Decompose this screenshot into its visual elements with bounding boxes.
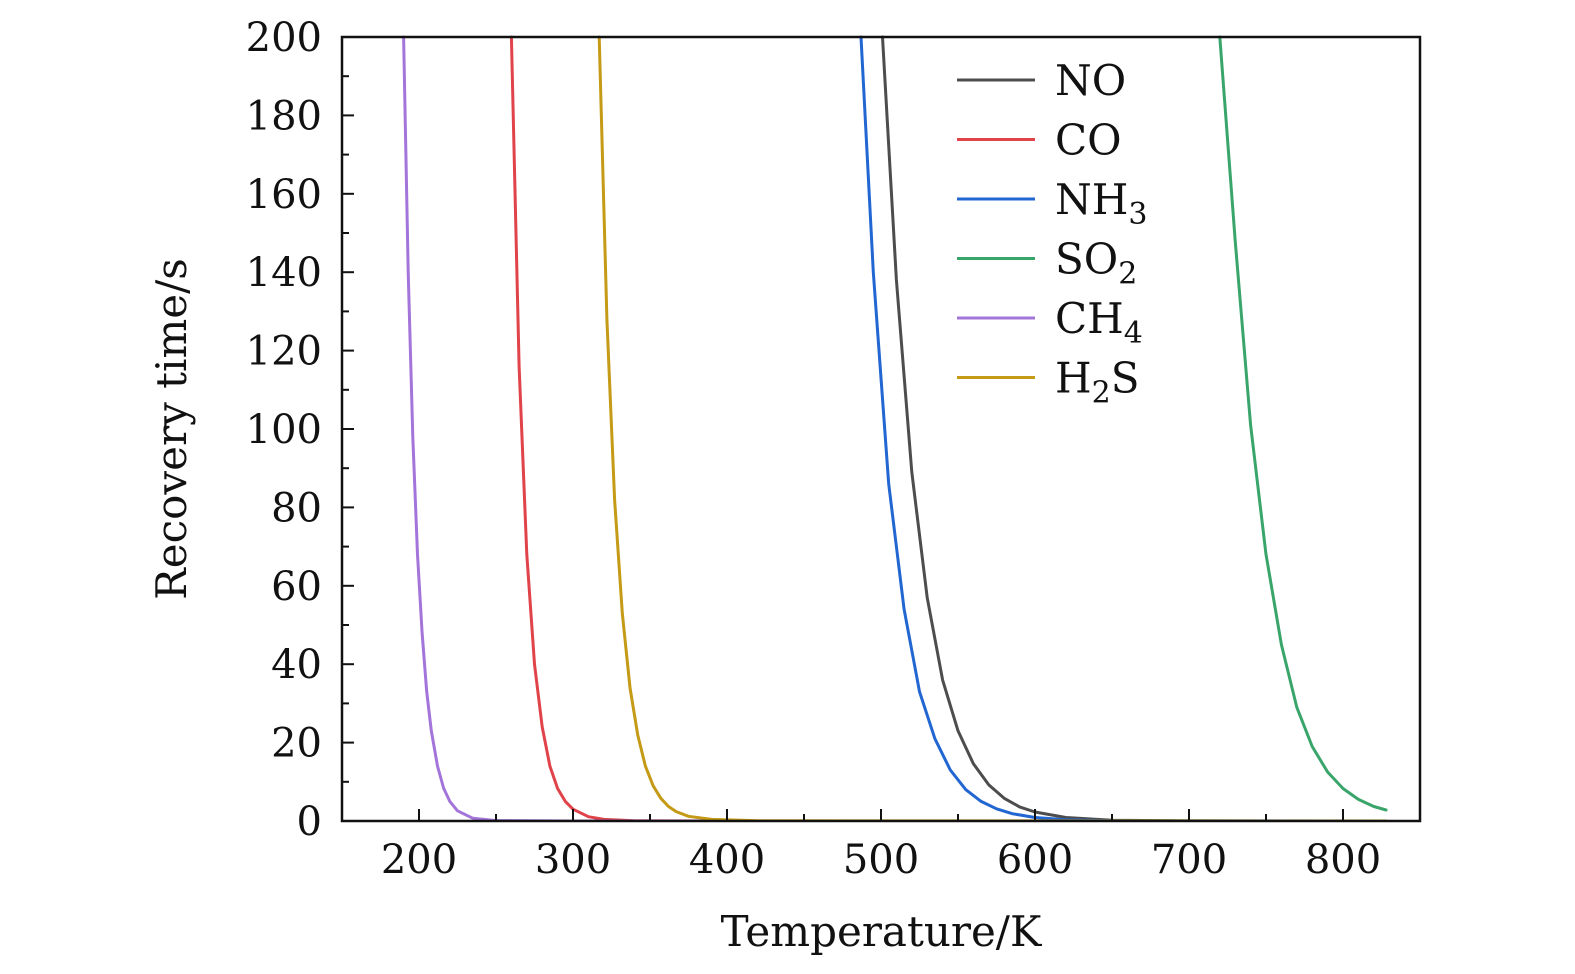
legend-label-main: CO [1055,116,1122,165]
plot-frame [340,35,1422,823]
legend-label-main: H [1055,354,1092,403]
y-tick-label-140: 140 [246,250,322,296]
legend-label-subscript: 4 [1124,316,1143,351]
series-line-h2s [597,35,1388,821]
x-tick-label-200: 200 [381,837,457,883]
legend-label-main: SO [1055,235,1118,284]
legend-label-tail: S [1111,354,1140,403]
legend-label-ch4: CH4 [1055,294,1143,351]
x-tick-label-600: 600 [997,837,1073,883]
x-tick-label-500: 500 [843,837,919,883]
legend-label-subscript: 2 [1092,376,1111,411]
y-tick-label-180: 180 [246,93,322,139]
legend-label-subscript: 2 [1118,257,1137,292]
x-axis-title: Temperature/K [721,907,1043,956]
legend-label-no: NO [1055,56,1126,105]
series-layer [402,35,1388,821]
series-line-so2 [1218,35,1388,812]
y-tick-label-200: 200 [246,15,322,61]
legend-label-h2s: H2S [1055,354,1140,411]
x-tick-label-400: 400 [689,837,765,883]
x-tick-label-800: 800 [1305,837,1381,883]
y-tick-label-0: 0 [297,799,322,845]
y-tick-label-80: 80 [271,485,322,531]
legend-label-main: NO [1055,56,1126,105]
y-tick-label-160: 160 [246,172,322,218]
axes-layer: 200 300 400 500 600 700 800 0 20 40 60 80 100 120 140 1… [246,15,1422,883]
legend-label-subscript: 3 [1128,197,1147,232]
legend-label-main: NH [1055,175,1128,224]
legend-label-so2: SO2 [1055,235,1137,292]
legend-label-nh3: NH3 [1055,175,1147,232]
series-line-ch4 [402,35,1388,821]
y-tick-label-100: 100 [246,407,322,453]
y-tick-label-20: 20 [271,721,322,767]
y-tick-label-60: 60 [271,564,322,610]
y-tick-label-120: 120 [246,329,322,375]
y-axis-title: Recovery time/s [147,258,196,600]
series-line-nh3 [859,35,1388,821]
series-line-no [881,35,1388,821]
y-tick-label-40: 40 [271,642,322,688]
legend-label-co: CO [1055,116,1122,165]
legend-label-main: CH [1055,294,1124,343]
x-tick-label-300: 300 [535,837,611,883]
x-tick-label-700: 700 [1151,837,1227,883]
